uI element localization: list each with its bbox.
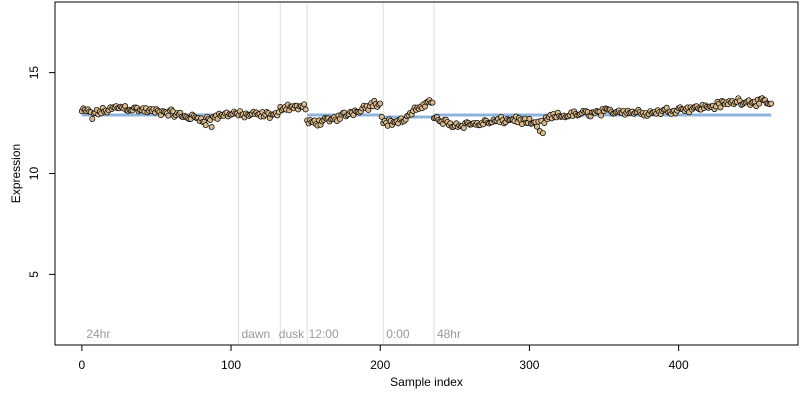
data-point: [429, 99, 436, 106]
data-point: [598, 112, 605, 119]
data-point: [378, 113, 385, 120]
plot-frame: [54, 1, 799, 346]
data-point: [302, 106, 309, 113]
annotation-label: dawn: [241, 327, 270, 341]
data-point: [717, 104, 724, 111]
annotation-label: 48hr: [437, 327, 461, 341]
y-axis: 5 10 15: [27, 66, 55, 278]
data-point: [208, 124, 215, 131]
annotation-label: 12:00: [309, 327, 339, 341]
x-tick-label: 200: [370, 358, 390, 372]
annotation-label: 24hr: [86, 327, 110, 341]
y-tick-label: 10: [27, 167, 41, 181]
data-point: [539, 130, 546, 137]
x-tick-label: 100: [221, 358, 241, 372]
y-tick-label: 15: [27, 66, 41, 80]
condition-annotations: 24hr dawn dusk 12:00 0:00 48hr: [86, 327, 461, 341]
annotation-label: 0:00: [386, 327, 410, 341]
data-point: [526, 115, 533, 122]
data-point: [89, 116, 96, 122]
x-tick-label: 0: [79, 358, 86, 372]
condition-boundary-lines: [238, 2, 435, 345]
data-point: [377, 100, 384, 107]
x-axis-title: Sample index: [390, 375, 463, 389]
x-axis: 0 100 200 300 400: [79, 345, 689, 372]
y-axis-title: Expression: [9, 144, 23, 203]
annotation-label: dusk: [279, 327, 305, 341]
y-tick-label: 5: [27, 271, 41, 278]
data-point: [460, 125, 467, 131]
data-point: [768, 100, 775, 107]
data-point: [756, 100, 763, 107]
data-point: [202, 122, 209, 129]
data-points: [78, 95, 775, 137]
x-tick-label: 300: [519, 358, 539, 372]
x-tick-label: 400: [669, 358, 689, 372]
data-point: [301, 101, 308, 108]
data-point: [165, 112, 172, 119]
